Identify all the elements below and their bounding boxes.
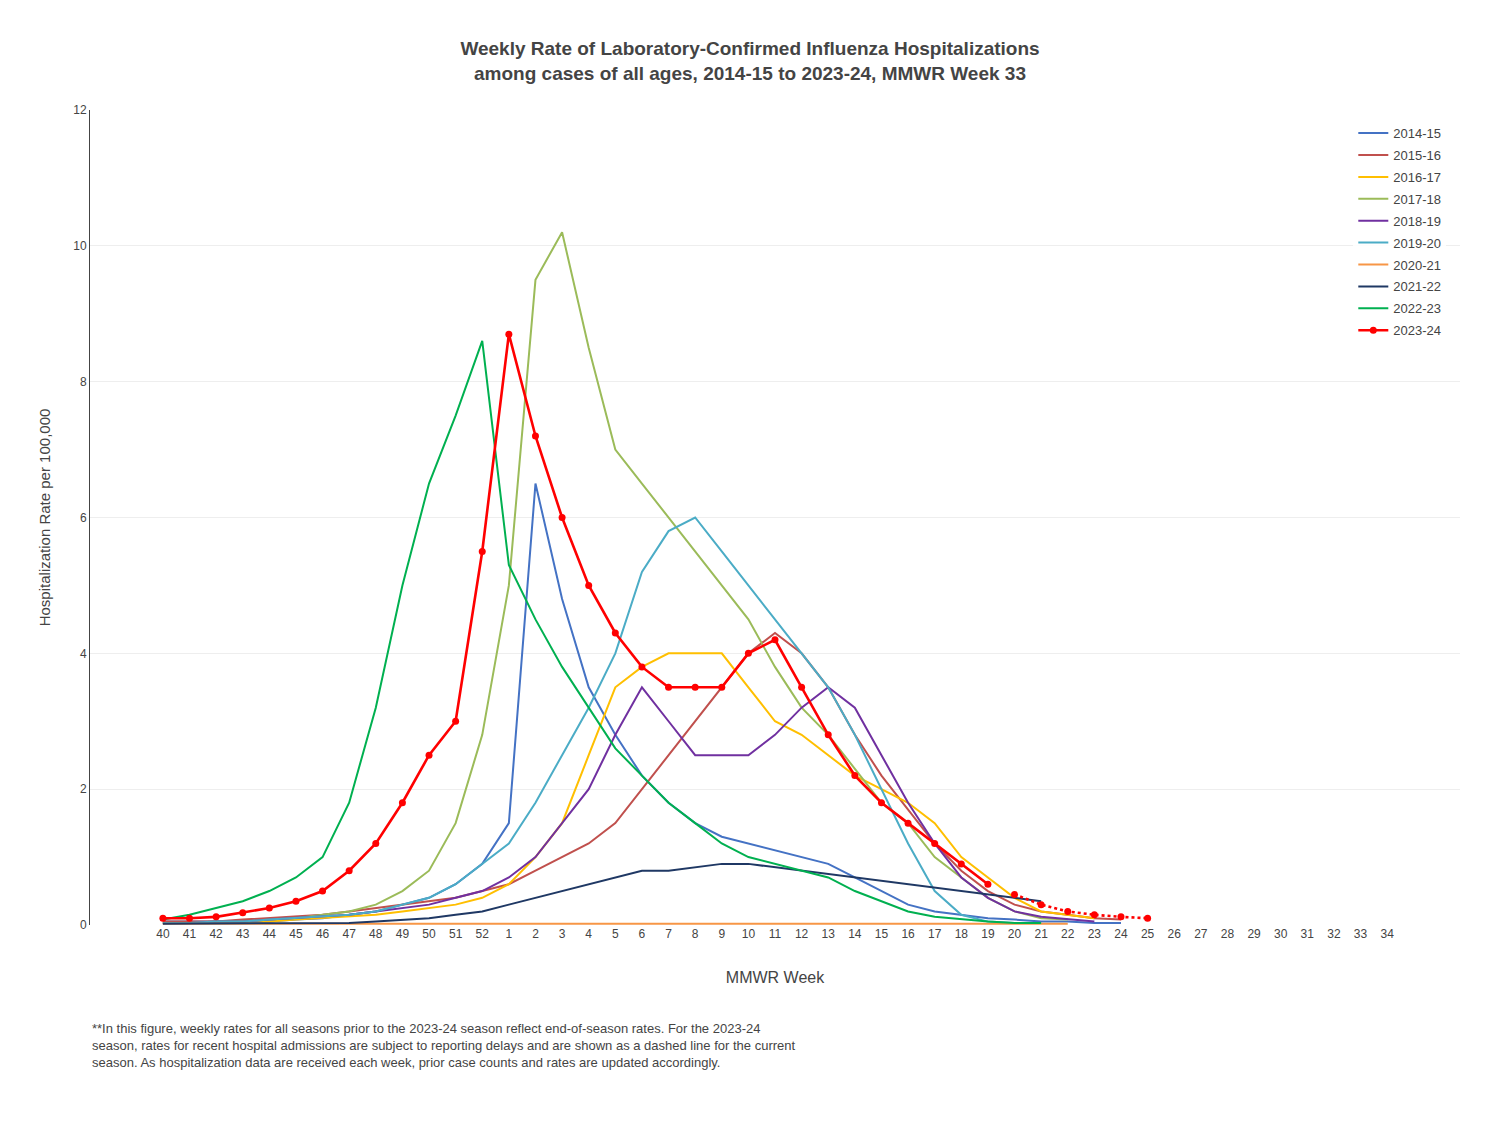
- svg-text:32: 32: [1327, 927, 1341, 941]
- svg-text:52: 52: [476, 927, 490, 941]
- svg-text:2021-22: 2021-22: [1393, 279, 1441, 294]
- svg-text:4: 4: [585, 927, 592, 941]
- svg-text:2023-24: 2023-24: [1393, 323, 1441, 338]
- svg-text:2: 2: [80, 782, 87, 796]
- svg-text:10: 10: [742, 927, 756, 941]
- svg-text:2: 2: [532, 927, 539, 941]
- svg-text:47: 47: [342, 927, 356, 941]
- svg-text:45: 45: [289, 927, 303, 941]
- svg-text:10: 10: [73, 239, 87, 253]
- svg-text:26: 26: [1168, 927, 1182, 941]
- svg-text:27: 27: [1194, 927, 1208, 941]
- svg-text:9: 9: [718, 927, 725, 941]
- svg-text:18: 18: [955, 927, 969, 941]
- svg-text:20: 20: [1008, 927, 1022, 941]
- svg-text:49: 49: [396, 927, 410, 941]
- svg-text:28: 28: [1221, 927, 1235, 941]
- svg-text:33: 33: [1354, 927, 1368, 941]
- svg-text:44: 44: [263, 927, 277, 941]
- svg-text:19: 19: [981, 927, 995, 941]
- svg-text:12: 12: [795, 927, 809, 941]
- svg-text:22: 22: [1061, 927, 1075, 941]
- svg-text:16: 16: [901, 927, 915, 941]
- svg-text:51: 51: [449, 927, 463, 941]
- svg-text:**In this figure, weekly rates: **In this figure, weekly rates for all s…: [92, 1021, 796, 1070]
- svg-text:2019-20: 2019-20: [1393, 236, 1441, 251]
- svg-text:17: 17: [928, 927, 942, 941]
- svg-text:50: 50: [422, 927, 436, 941]
- svg-text:48: 48: [369, 927, 383, 941]
- svg-text:41: 41: [183, 927, 197, 941]
- svg-text:Weekly Rate of Laboratory-Conf: Weekly Rate of Laboratory-Confirmed Infl…: [460, 38, 1039, 84]
- svg-text:2020-21: 2020-21: [1393, 258, 1441, 273]
- svg-text:7: 7: [665, 927, 672, 941]
- svg-text:8: 8: [80, 375, 87, 389]
- svg-text:11: 11: [769, 927, 782, 941]
- svg-text:25: 25: [1141, 927, 1155, 941]
- svg-text:24: 24: [1114, 927, 1128, 941]
- svg-text:13: 13: [822, 927, 836, 941]
- svg-text:42: 42: [209, 927, 223, 941]
- svg-text:2018-19: 2018-19: [1393, 214, 1441, 229]
- svg-text:30: 30: [1274, 927, 1288, 941]
- svg-text:34: 34: [1380, 927, 1394, 941]
- svg-text:12: 12: [73, 103, 87, 117]
- svg-text:0: 0: [80, 918, 87, 932]
- svg-text:31: 31: [1301, 927, 1315, 941]
- svg-text:6: 6: [639, 927, 646, 941]
- svg-text:Hospitalization Rate per 100,0: Hospitalization Rate per 100,000: [36, 409, 53, 627]
- svg-text:1: 1: [506, 927, 513, 941]
- svg-text:29: 29: [1247, 927, 1261, 941]
- svg-text:14: 14: [848, 927, 862, 941]
- svg-text:MMWR Week: MMWR Week: [726, 969, 825, 986]
- svg-text:2015-16: 2015-16: [1393, 148, 1441, 163]
- svg-text:8: 8: [692, 927, 699, 941]
- svg-text:2016-17: 2016-17: [1393, 170, 1441, 185]
- svg-text:23: 23: [1088, 927, 1102, 941]
- svg-text:2014-15: 2014-15: [1393, 126, 1441, 141]
- svg-text:6: 6: [80, 511, 87, 525]
- svg-text:21: 21: [1034, 927, 1048, 941]
- svg-text:40: 40: [156, 927, 170, 941]
- svg-text:2017-18: 2017-18: [1393, 192, 1441, 207]
- svg-text:5: 5: [612, 927, 619, 941]
- svg-text:3: 3: [559, 927, 566, 941]
- svg-text:15: 15: [875, 927, 889, 941]
- svg-text:43: 43: [236, 927, 250, 941]
- svg-text:2022-23: 2022-23: [1393, 301, 1441, 316]
- svg-text:46: 46: [316, 927, 330, 941]
- svg-text:4: 4: [80, 647, 87, 661]
